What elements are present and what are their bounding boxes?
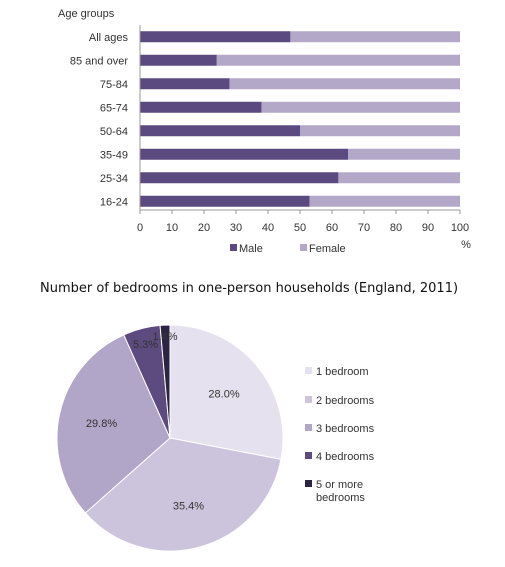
category-label-1: 85 and over (70, 55, 128, 67)
x-axis-ticks: 0 10 20 30 40 50 60 70 80 90 100 (137, 210, 469, 234)
bar-male-7 (140, 195, 310, 207)
category-label-4: 50-64 (100, 126, 128, 138)
bar-male-5 (140, 148, 348, 160)
pie-legend-label-1-0: 2 bedrooms (316, 395, 375, 407)
pie-slice-4 (159, 324, 171, 439)
category-labels: All ages 85 and over 75-84 65-74 50-64 35-49 2… (70, 32, 129, 209)
x-tick-label-8: 80 (390, 222, 402, 234)
x-axis-unit: % (461, 239, 471, 251)
legend-swatch-female (300, 244, 307, 251)
x-tick-label-6: 60 (326, 222, 338, 234)
pie-legend-label-4-0: 5 or more (316, 479, 363, 491)
bar-male-3 (140, 101, 262, 113)
legend-label-female: Female (309, 243, 346, 255)
legend-swatch-male (230, 244, 237, 251)
x-tick-label-4: 40 (262, 222, 274, 234)
pie-chart: 28.0% 35.4% 29.8% 5.3%1.4% 1 bedroom 2 bedro… (56, 324, 375, 552)
bar-male-4 (140, 125, 300, 137)
bar-male-6 (140, 172, 339, 184)
pie-legend: 1 bedroom 2 bedrooms 3 bedrooms 4 bedrooms 5… (305, 366, 375, 504)
pie-legend-swatch-2 (305, 424, 312, 431)
pie-legend-swatch-4 (305, 480, 312, 487)
category-label-0: All ages (89, 32, 129, 44)
x-tick-label-3: 30 (230, 222, 242, 234)
category-label-6: 25-34 (100, 173, 128, 185)
bar-female-5 (348, 148, 460, 160)
pie-legend-label-0-0: 1 bedroom (316, 366, 369, 378)
pie-legend-swatch-3 (305, 452, 312, 459)
bar-male-2 (140, 78, 230, 90)
pie-value-label-1: 35.4% (173, 501, 204, 513)
category-axis-title: Age groups (58, 8, 115, 20)
pie-slice-1 (84, 437, 282, 552)
category-label-3: 65-74 (100, 102, 128, 114)
bar-female-1 (216, 54, 460, 66)
pie-legend-swatch-1 (305, 396, 312, 403)
category-label-7: 16-24 (100, 196, 128, 208)
x-tick-label-1: 10 (166, 222, 178, 234)
x-tick-label-0: 0 (137, 222, 143, 234)
bar-female-4 (300, 125, 460, 137)
bar-female-6 (338, 172, 460, 184)
pie-value-label-2: 29.8% (86, 418, 117, 430)
pie-value-label-4: 1.4% (152, 331, 177, 343)
x-tick-label-10: 100 (451, 222, 469, 234)
category-label-5: 35-49 (100, 149, 128, 161)
legend-label-male: Male (239, 243, 263, 255)
category-label-2: 75-84 (100, 79, 128, 91)
bar-female-3 (261, 101, 460, 113)
pie-legend-label-3-0: 4 bedrooms (316, 451, 375, 463)
x-tick-label-5: 50 (294, 222, 306, 234)
pie-legend-label-4-1: bedrooms (316, 492, 365, 504)
x-tick-label-7: 70 (358, 222, 370, 234)
bar-legend: Male Female (230, 243, 346, 255)
bar-female-7 (309, 195, 460, 207)
bars-group (140, 31, 460, 207)
bar-male-1 (140, 54, 217, 66)
pie-legend-label-2-0: 3 bedrooms (316, 423, 375, 435)
pie-value-label-3: 5.3% (133, 339, 158, 351)
bar-male-0 (140, 31, 291, 43)
bar-female-2 (229, 78, 460, 90)
pie-slice-0 (169, 324, 284, 460)
pie-slices (56, 324, 284, 552)
x-tick-label-2: 20 (198, 222, 210, 234)
pie-slice-labels: 28.0% 35.4% 29.8% 5.3%1.4% (86, 331, 240, 513)
pie-chart-title: Number of bedrooms in one-person househo… (40, 281, 459, 296)
x-tick-label-9: 90 (422, 222, 434, 234)
bar-female-0 (290, 31, 460, 43)
pie-legend-swatch-0 (305, 367, 312, 374)
pie-slice-2 (56, 334, 171, 514)
stacked-bar-chart: Age groups All ages 85 and over 75-84 65-74… (58, 8, 471, 255)
pie-value-label-0: 28.0% (208, 388, 239, 400)
